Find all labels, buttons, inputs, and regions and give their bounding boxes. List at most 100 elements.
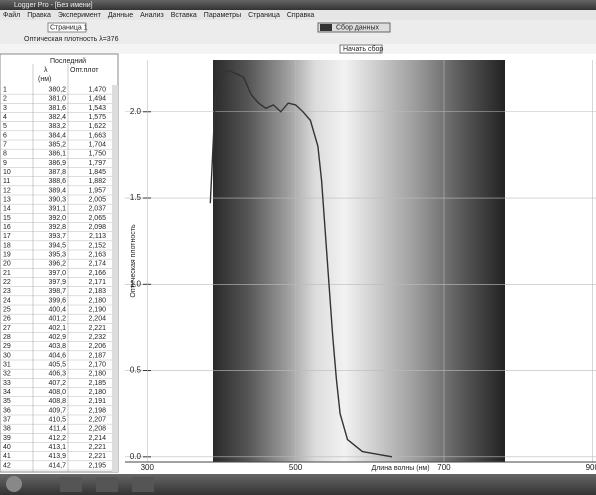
y-axis-label: Оптическая плотность	[130, 224, 137, 298]
cell: 2,098	[88, 224, 106, 231]
task-icon[interactable]	[60, 477, 82, 492]
x-tick-label: 900	[586, 463, 596, 472]
menu-item[interactable]: Файл	[3, 11, 20, 19]
window-title: Logger Pro - [Без имени]	[14, 2, 93, 9]
cell: 2,170	[88, 361, 106, 368]
cell: 2,005	[88, 196, 106, 203]
row-number: 20	[3, 261, 11, 268]
row-number: 27	[3, 325, 11, 332]
cell: 1,750	[88, 151, 106, 158]
cell: 396,2	[48, 261, 66, 268]
row-number: 23	[3, 288, 11, 295]
cell: 401,2	[48, 316, 66, 323]
cell: 1,663	[88, 132, 106, 139]
row-number: 14	[3, 206, 11, 213]
cell: 392,8	[48, 224, 66, 231]
cell: 2,204	[88, 316, 106, 323]
row-number: 29	[3, 343, 11, 350]
cell: 1,622	[88, 123, 106, 130]
start-orb[interactable]	[6, 476, 22, 492]
cell: 2,208	[88, 426, 106, 433]
row-number: 3	[3, 105, 7, 112]
row-number: 31	[3, 361, 11, 368]
cell: 1,470	[88, 86, 106, 93]
play-icon	[320, 24, 332, 31]
row-number: 39	[3, 435, 11, 442]
cell: 391,1	[48, 206, 66, 213]
cell: 2,207	[88, 416, 106, 423]
cell: 2,152	[88, 242, 106, 249]
row-number: 24	[3, 297, 11, 304]
cell: 403,8	[48, 343, 66, 350]
cell: 2,174	[88, 261, 106, 268]
row-number: 4	[3, 114, 7, 121]
row-number: 12	[3, 187, 11, 194]
cell: 2,190	[88, 306, 106, 313]
x-tick-label: 700	[437, 463, 451, 472]
cell: 1,704	[88, 141, 106, 148]
cell: 2,113	[89, 233, 106, 240]
cell: 386,9	[48, 160, 66, 167]
cell: 405,5	[48, 361, 66, 368]
row-number: 11	[3, 178, 10, 185]
cell: 2,185	[88, 380, 106, 387]
row-number: 30	[3, 352, 11, 359]
cell: 407,2	[48, 380, 66, 387]
cell: 2,180	[88, 389, 106, 396]
cell: 2,163	[88, 251, 106, 258]
cell: 381,0	[48, 96, 66, 103]
cell: 2,198	[88, 407, 106, 414]
row-number: 33	[3, 380, 11, 387]
x-tick-label: 500	[289, 463, 303, 472]
row-number: 32	[3, 371, 11, 378]
cell: 2,187	[88, 352, 106, 359]
menu-item[interactable]: Анализ	[140, 12, 164, 19]
row-number: 5	[3, 123, 7, 130]
cell: 393,7	[48, 233, 66, 240]
row-number: 19	[3, 251, 11, 258]
cell: 411,4	[49, 426, 66, 433]
cell: 387,8	[48, 169, 66, 176]
menu-item[interactable]: Правка	[27, 12, 51, 19]
row-number: 18	[3, 242, 11, 249]
x-tick-label: 300	[141, 463, 155, 472]
sensor-label: Оптическая плотность λ=376	[24, 36, 119, 43]
cell: 2,166	[88, 270, 106, 277]
menu-item[interactable]: Эксперимент	[58, 12, 102, 19]
cell: 389,4	[48, 187, 66, 194]
cell: 392,0	[48, 215, 66, 222]
row-number: 37	[3, 416, 11, 423]
col-units: (нм)	[38, 76, 51, 83]
row-number: 36	[3, 407, 11, 414]
spectrum-band	[213, 60, 505, 462]
cell: 2,221	[88, 325, 106, 332]
cell: 1,797	[88, 160, 106, 167]
menu-item[interactable]: Параметры	[204, 12, 241, 19]
task-icon[interactable]	[132, 477, 154, 492]
cell: 1,882	[88, 178, 106, 185]
cell: 408,0	[48, 389, 66, 396]
row-number: 21	[3, 270, 11, 277]
row-number: 17	[3, 233, 11, 240]
cell: 2,191	[88, 398, 106, 405]
task-icon[interactable]	[96, 477, 118, 492]
y-tick-label: 1.5	[130, 193, 142, 202]
row-number: 25	[3, 306, 11, 313]
col-header: Опт.плот	[70, 67, 99, 74]
row-number: 2	[3, 96, 7, 103]
cell: 2,232	[88, 334, 106, 341]
cell: 413,9	[48, 453, 66, 460]
y-tick-label: 0.0	[130, 452, 142, 461]
menu-item[interactable]: Данные	[108, 12, 133, 19]
menu-item[interactable]: Справка	[287, 12, 315, 19]
cell: 1,543	[88, 105, 106, 112]
cell: 409,7	[48, 407, 66, 414]
cell: 402,1	[48, 325, 66, 332]
cell: 413,1	[48, 444, 66, 451]
cell: 385,2	[48, 141, 66, 148]
cell: 408,8	[48, 398, 66, 405]
scrollbar[interactable]	[112, 85, 118, 472]
menu-item[interactable]: Вставка	[171, 12, 197, 19]
row-number: 35	[3, 398, 11, 405]
menu-item[interactable]: Страница	[248, 12, 280, 19]
